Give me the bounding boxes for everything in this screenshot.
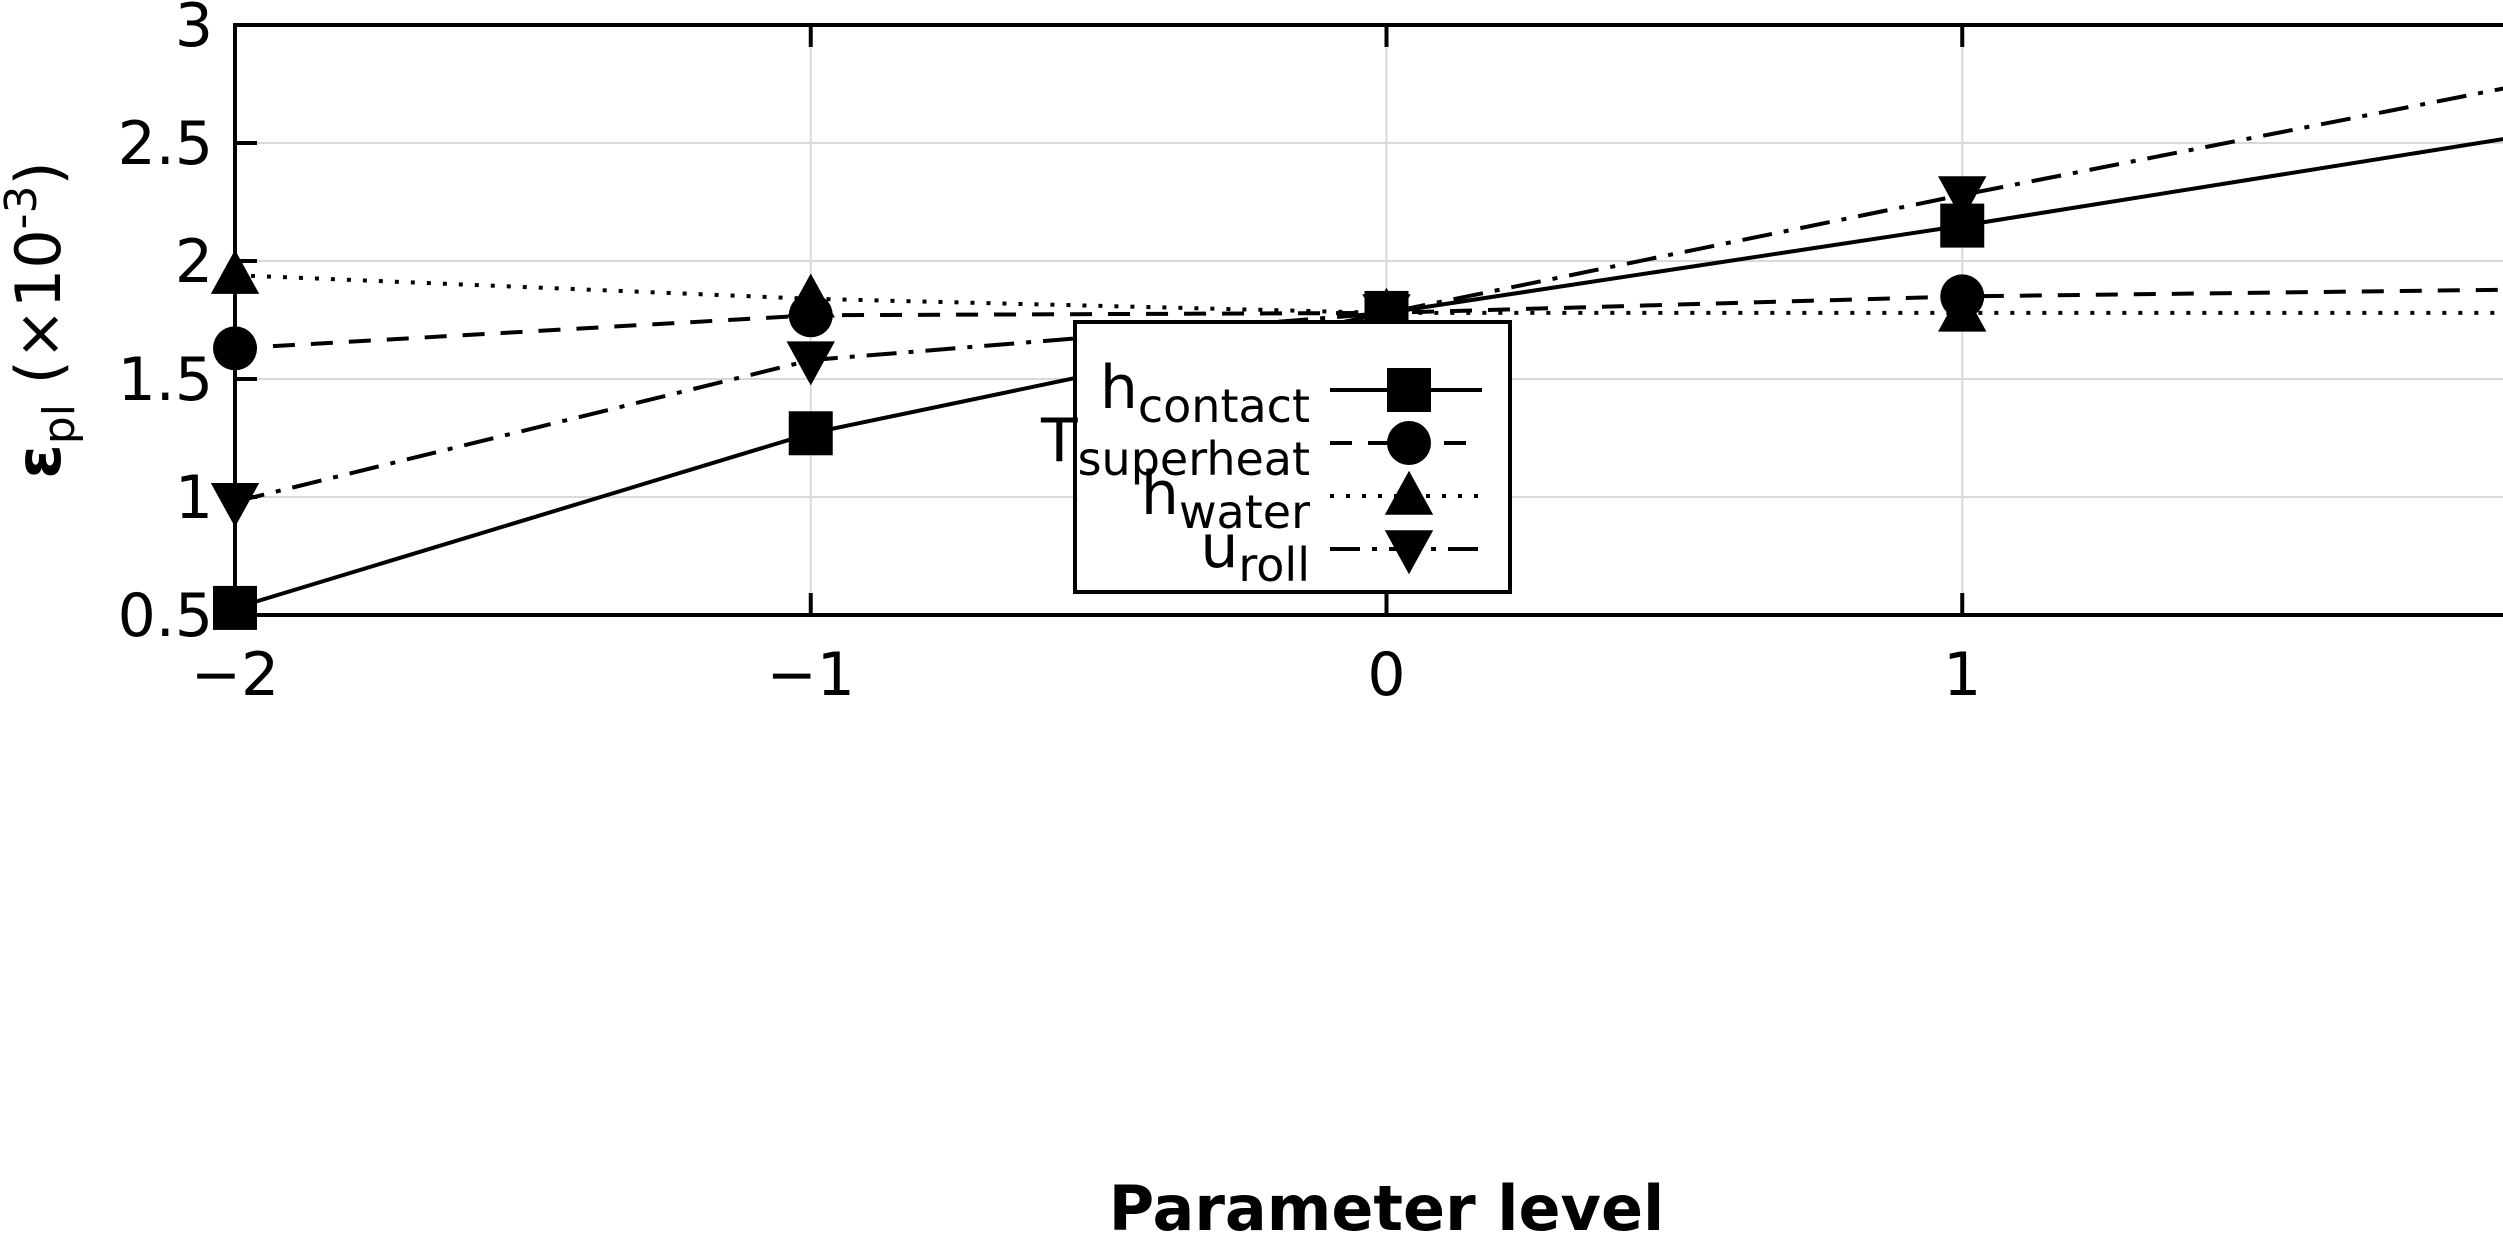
y-tick-label: 3 — [175, 0, 213, 61]
series-u-roll — [210, 86, 2503, 528]
axis-labels: Parameter level εpl (×10-3) — [0, 161, 1664, 1239]
x-tick-label: −1 — [767, 640, 855, 710]
legend-item-roll: uroll — [1200, 512, 1482, 592]
legend-item-superheat: Tsuperheat — [1040, 406, 1482, 486]
legend-marker-water — [1384, 470, 1434, 515]
legend-item-water: hwater — [1141, 459, 1482, 539]
ticks: −2−10120.511.522.53 — [118, 0, 1982, 710]
series-line-roll — [234, 86, 2503, 504]
y-axis-title-sup: -3 — [0, 185, 47, 229]
legend-item-contact: hcontact — [1100, 353, 1482, 433]
legend-marker-roll — [1384, 530, 1434, 575]
data-point-roll-1 — [786, 341, 835, 386]
y-tick-label: 2.5 — [118, 109, 213, 179]
y-tick-label: 2 — [175, 227, 213, 297]
legend-label-sub: superheat — [1078, 432, 1310, 486]
data-point-water-3 — [1938, 287, 1987, 332]
y-axis-title-rest: (×10 — [2, 229, 75, 404]
y-tick-label: 1.5 — [118, 345, 213, 415]
data-point-contact-1 — [788, 411, 833, 456]
x-tick-label: −2 — [191, 640, 279, 710]
legend-marker-superheat — [1387, 421, 1431, 465]
data-point-roll-2 — [1362, 294, 1411, 339]
data-point-roll-3 — [1938, 176, 1987, 221]
legend-label-main: h — [1100, 353, 1138, 423]
legend-label-sub: contact — [1138, 379, 1310, 433]
x-axis-title: Parameter level — [1109, 1172, 1665, 1239]
legend-label-sub: roll — [1238, 538, 1310, 592]
legend-label-main: h — [1141, 459, 1179, 529]
y-tick-label: 1 — [175, 463, 213, 533]
y-axis-title-main: ε — [2, 444, 75, 479]
legend-label-roll: uroll — [1200, 512, 1310, 592]
legend-label-main: u — [1200, 512, 1238, 582]
y-tick-label: 0.5 — [118, 581, 213, 651]
legend-label-superheat: Tsuperheat — [1040, 406, 1310, 486]
y-axis-title: εpl (×10-3) — [0, 161, 85, 479]
legend-label-main: T — [1040, 406, 1078, 476]
x-tick-label: 0 — [1367, 640, 1405, 710]
data-point-water-1 — [786, 273, 835, 318]
legend-label-sub: water — [1179, 485, 1310, 539]
legend-label-contact: hcontact — [1100, 353, 1310, 433]
legend-box — [1073, 320, 1512, 594]
y-axis-title-close: ) — [2, 161, 75, 185]
x-tick-label: 1 — [1943, 640, 1981, 710]
legend-marker-contact — [1387, 368, 1431, 412]
legend-label-water: hwater — [1141, 459, 1310, 539]
y-axis-title-sub: pl — [34, 404, 85, 444]
